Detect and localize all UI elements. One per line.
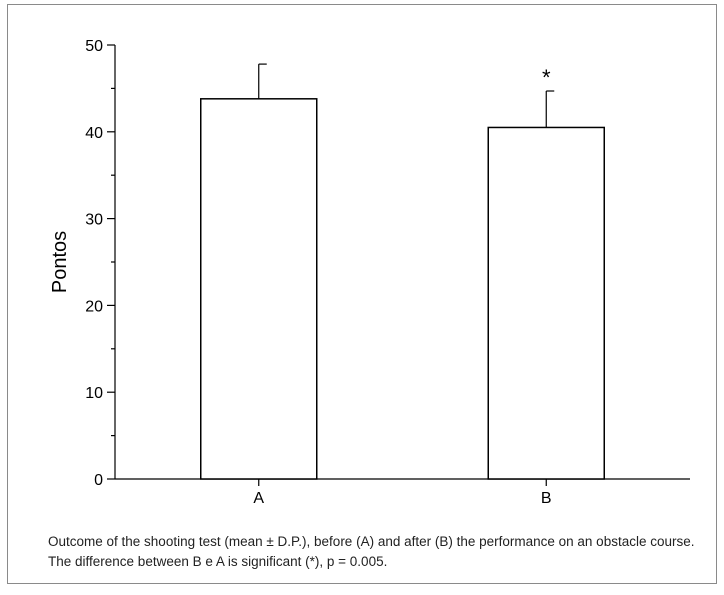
bar-chart: 0 10 20 30 40 50 Pontos A B * bbox=[49, 38, 690, 507]
y-tick-label: 20 bbox=[85, 298, 103, 315]
chart-labels: 0 10 20 30 40 50 Pontos A B * bbox=[49, 38, 552, 507]
x-tick-label: A bbox=[253, 490, 264, 507]
y-tick-label: 30 bbox=[85, 212, 103, 229]
bar-B bbox=[487, 126, 605, 480]
x-tick-label: B bbox=[541, 490, 552, 507]
significance-mark: * bbox=[542, 65, 551, 90]
bar-A bbox=[200, 98, 318, 480]
figure-caption: Outcome of the shooting test (mean ± D.P… bbox=[48, 534, 695, 569]
figure-frame bbox=[7, 4, 717, 584]
y-tick-label: 40 bbox=[85, 125, 103, 142]
y-tick-label: 0 bbox=[94, 472, 103, 489]
y-tick-label: 50 bbox=[85, 38, 103, 55]
chart-bars bbox=[200, 63, 605, 480]
y-tick-label: 10 bbox=[85, 385, 103, 402]
y-axis-label: Pontos bbox=[49, 231, 71, 293]
